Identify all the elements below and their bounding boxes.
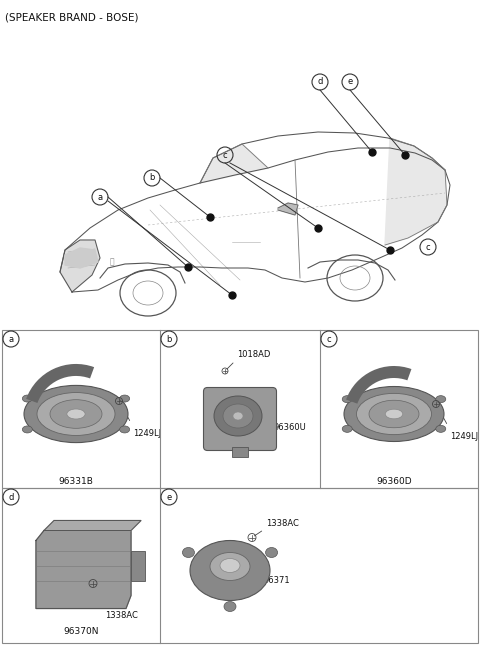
Text: d: d bbox=[317, 78, 323, 87]
Text: 96370N: 96370N bbox=[63, 627, 99, 637]
Ellipse shape bbox=[67, 409, 85, 419]
Text: 1018AD: 1018AD bbox=[237, 350, 270, 359]
Text: (SPEAKER BRAND - BOSE): (SPEAKER BRAND - BOSE) bbox=[5, 12, 139, 22]
Ellipse shape bbox=[190, 541, 270, 600]
Wedge shape bbox=[346, 366, 411, 403]
Text: a: a bbox=[9, 334, 13, 344]
Polygon shape bbox=[278, 203, 298, 215]
Text: Ⓗ: Ⓗ bbox=[110, 258, 114, 267]
Bar bbox=[131, 551, 145, 581]
Ellipse shape bbox=[23, 395, 32, 402]
Ellipse shape bbox=[37, 392, 115, 436]
Polygon shape bbox=[44, 520, 141, 530]
Text: c: c bbox=[327, 334, 331, 344]
Bar bbox=[232, 447, 248, 457]
Ellipse shape bbox=[223, 404, 253, 428]
Ellipse shape bbox=[182, 547, 194, 558]
Ellipse shape bbox=[24, 386, 128, 443]
Text: 96360U: 96360U bbox=[274, 422, 307, 432]
Ellipse shape bbox=[224, 602, 236, 612]
Ellipse shape bbox=[357, 394, 432, 435]
Ellipse shape bbox=[265, 547, 277, 558]
Ellipse shape bbox=[342, 425, 352, 432]
Text: d: d bbox=[8, 493, 14, 501]
Ellipse shape bbox=[120, 395, 130, 402]
Text: c: c bbox=[223, 150, 228, 160]
Ellipse shape bbox=[233, 412, 243, 420]
Text: a: a bbox=[97, 193, 103, 202]
Ellipse shape bbox=[214, 396, 262, 436]
Text: 1249LJ: 1249LJ bbox=[450, 432, 478, 441]
Polygon shape bbox=[36, 530, 131, 608]
Text: b: b bbox=[149, 173, 155, 183]
Text: 96331B: 96331B bbox=[59, 477, 94, 486]
Ellipse shape bbox=[385, 409, 403, 419]
Ellipse shape bbox=[220, 558, 240, 572]
Polygon shape bbox=[60, 240, 100, 292]
Text: 96360D: 96360D bbox=[376, 477, 412, 486]
Wedge shape bbox=[26, 364, 94, 403]
Bar bbox=[2, 330, 478, 488]
Polygon shape bbox=[200, 144, 268, 183]
Text: e: e bbox=[348, 78, 353, 87]
Text: 1249LJ: 1249LJ bbox=[133, 429, 161, 438]
Ellipse shape bbox=[50, 399, 102, 428]
Ellipse shape bbox=[342, 396, 352, 403]
Ellipse shape bbox=[23, 426, 32, 433]
Text: 96371: 96371 bbox=[264, 576, 290, 585]
Polygon shape bbox=[65, 248, 98, 268]
Bar bbox=[2, 488, 478, 643]
Ellipse shape bbox=[369, 400, 419, 428]
Ellipse shape bbox=[120, 426, 130, 433]
Text: 1338AC: 1338AC bbox=[266, 518, 299, 528]
Text: b: b bbox=[166, 334, 172, 344]
Polygon shape bbox=[385, 138, 447, 245]
FancyBboxPatch shape bbox=[204, 388, 276, 451]
Text: c: c bbox=[426, 242, 430, 252]
Ellipse shape bbox=[344, 386, 444, 442]
Text: 1338AC: 1338AC bbox=[105, 612, 138, 620]
Text: e: e bbox=[167, 493, 172, 501]
Ellipse shape bbox=[210, 553, 250, 581]
Ellipse shape bbox=[436, 425, 446, 432]
Ellipse shape bbox=[436, 396, 446, 403]
